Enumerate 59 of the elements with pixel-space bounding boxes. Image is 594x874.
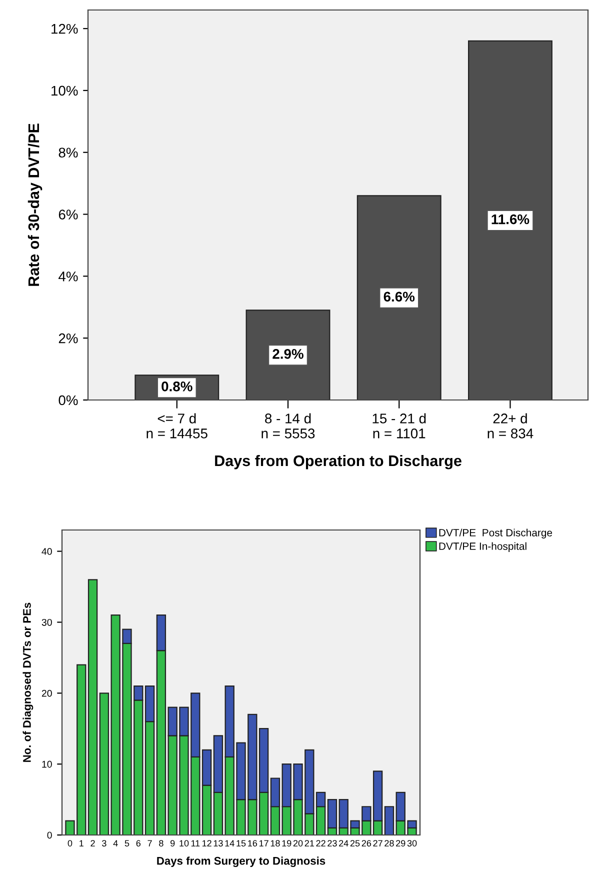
x-tick-label: 17 bbox=[259, 840, 268, 846]
x-tick-label: <= 7 d n = 14455 bbox=[146, 413, 208, 438]
x-tick-label: 12 bbox=[202, 840, 212, 846]
x-tick-label: 14 bbox=[225, 840, 234, 846]
x-tick-label: 2 bbox=[90, 840, 95, 846]
data-label: 6.6% bbox=[384, 292, 415, 302]
x-tick-label: 4 bbox=[113, 840, 118, 846]
y-tick-label: 6% bbox=[58, 210, 78, 220]
x-tick-label: 23 bbox=[328, 840, 337, 846]
x-tick-label: 18 bbox=[270, 840, 280, 846]
bar bbox=[88, 579, 98, 835]
data-label: 11.6% bbox=[492, 214, 530, 224]
x-tick-label: 26 bbox=[362, 840, 372, 846]
x-tick-label: 22+ d n = 834 bbox=[488, 413, 534, 438]
x-tick-label: 20 bbox=[293, 840, 303, 846]
x-axis-title: Days from Surgery to Diagnosis bbox=[157, 856, 326, 868]
x-tick-label: 8 - 14 d n = 5553 bbox=[262, 413, 315, 438]
x-tick-label: 11 bbox=[191, 840, 200, 846]
legend-label: DVT/PE In-hospital bbox=[439, 542, 526, 552]
x-tick-label: 15 - 21 d n = 1101 bbox=[372, 413, 426, 438]
y-axis-title: Rate of 30-day DVT/PE bbox=[28, 124, 42, 286]
x-tick-label: 3 bbox=[102, 840, 106, 846]
y-tick-label: 4% bbox=[58, 272, 78, 282]
x-tick-label: 5 bbox=[124, 840, 130, 846]
y-tick-label: 10 bbox=[42, 760, 52, 768]
y-tick-label: 20 bbox=[42, 690, 52, 697]
y-tick-label: 0% bbox=[58, 395, 78, 406]
legend-label: DVT/PE Post Discharge bbox=[439, 528, 552, 538]
y-tick-label: 12% bbox=[52, 24, 78, 34]
x-tick-label: 30 bbox=[407, 840, 417, 846]
x-tick-label: 10 bbox=[180, 840, 189, 846]
y-tick-label: 8% bbox=[58, 148, 78, 158]
x-tick-label: 6 bbox=[136, 840, 140, 846]
x-tick-label: 25 bbox=[350, 840, 360, 846]
x-tick-label: 9 bbox=[170, 840, 175, 846]
x-tick-label: 1 bbox=[80, 840, 84, 846]
y-tick-label: 30 bbox=[42, 618, 52, 626]
x-tick-label: 28 bbox=[384, 840, 394, 846]
data-label: 2.9% bbox=[272, 349, 304, 359]
y-tick-label: 40 bbox=[42, 548, 52, 555]
x-tick-label: 19 bbox=[282, 840, 292, 846]
x-tick-label: 15 bbox=[236, 840, 246, 846]
x-tick-label: 29 bbox=[396, 840, 406, 846]
y-tick-label: 10% bbox=[52, 86, 78, 96]
x-tick-label: 7 bbox=[148, 840, 152, 846]
data-label: 0.8% bbox=[162, 382, 192, 392]
x-tick-label: 27 bbox=[373, 840, 382, 846]
y-tick-label: 2% bbox=[58, 333, 78, 344]
y-axis-title: No. of Diagnosed DVTs or PEs bbox=[22, 602, 34, 762]
x-tick-label: 13 bbox=[214, 840, 223, 846]
x-tick-label: 24 bbox=[339, 840, 348, 846]
x-tick-label: 22 bbox=[316, 840, 326, 846]
bar bbox=[99, 692, 110, 835]
x-tick-label: 21 bbox=[304, 840, 314, 846]
x-tick-label: 16 bbox=[248, 840, 258, 846]
x-tick-label: 8 bbox=[159, 840, 164, 846]
x-axis-title: Days from Operation to Discharge bbox=[215, 454, 462, 470]
y-tick-label: 0 bbox=[47, 832, 52, 839]
bar bbox=[384, 806, 394, 835]
